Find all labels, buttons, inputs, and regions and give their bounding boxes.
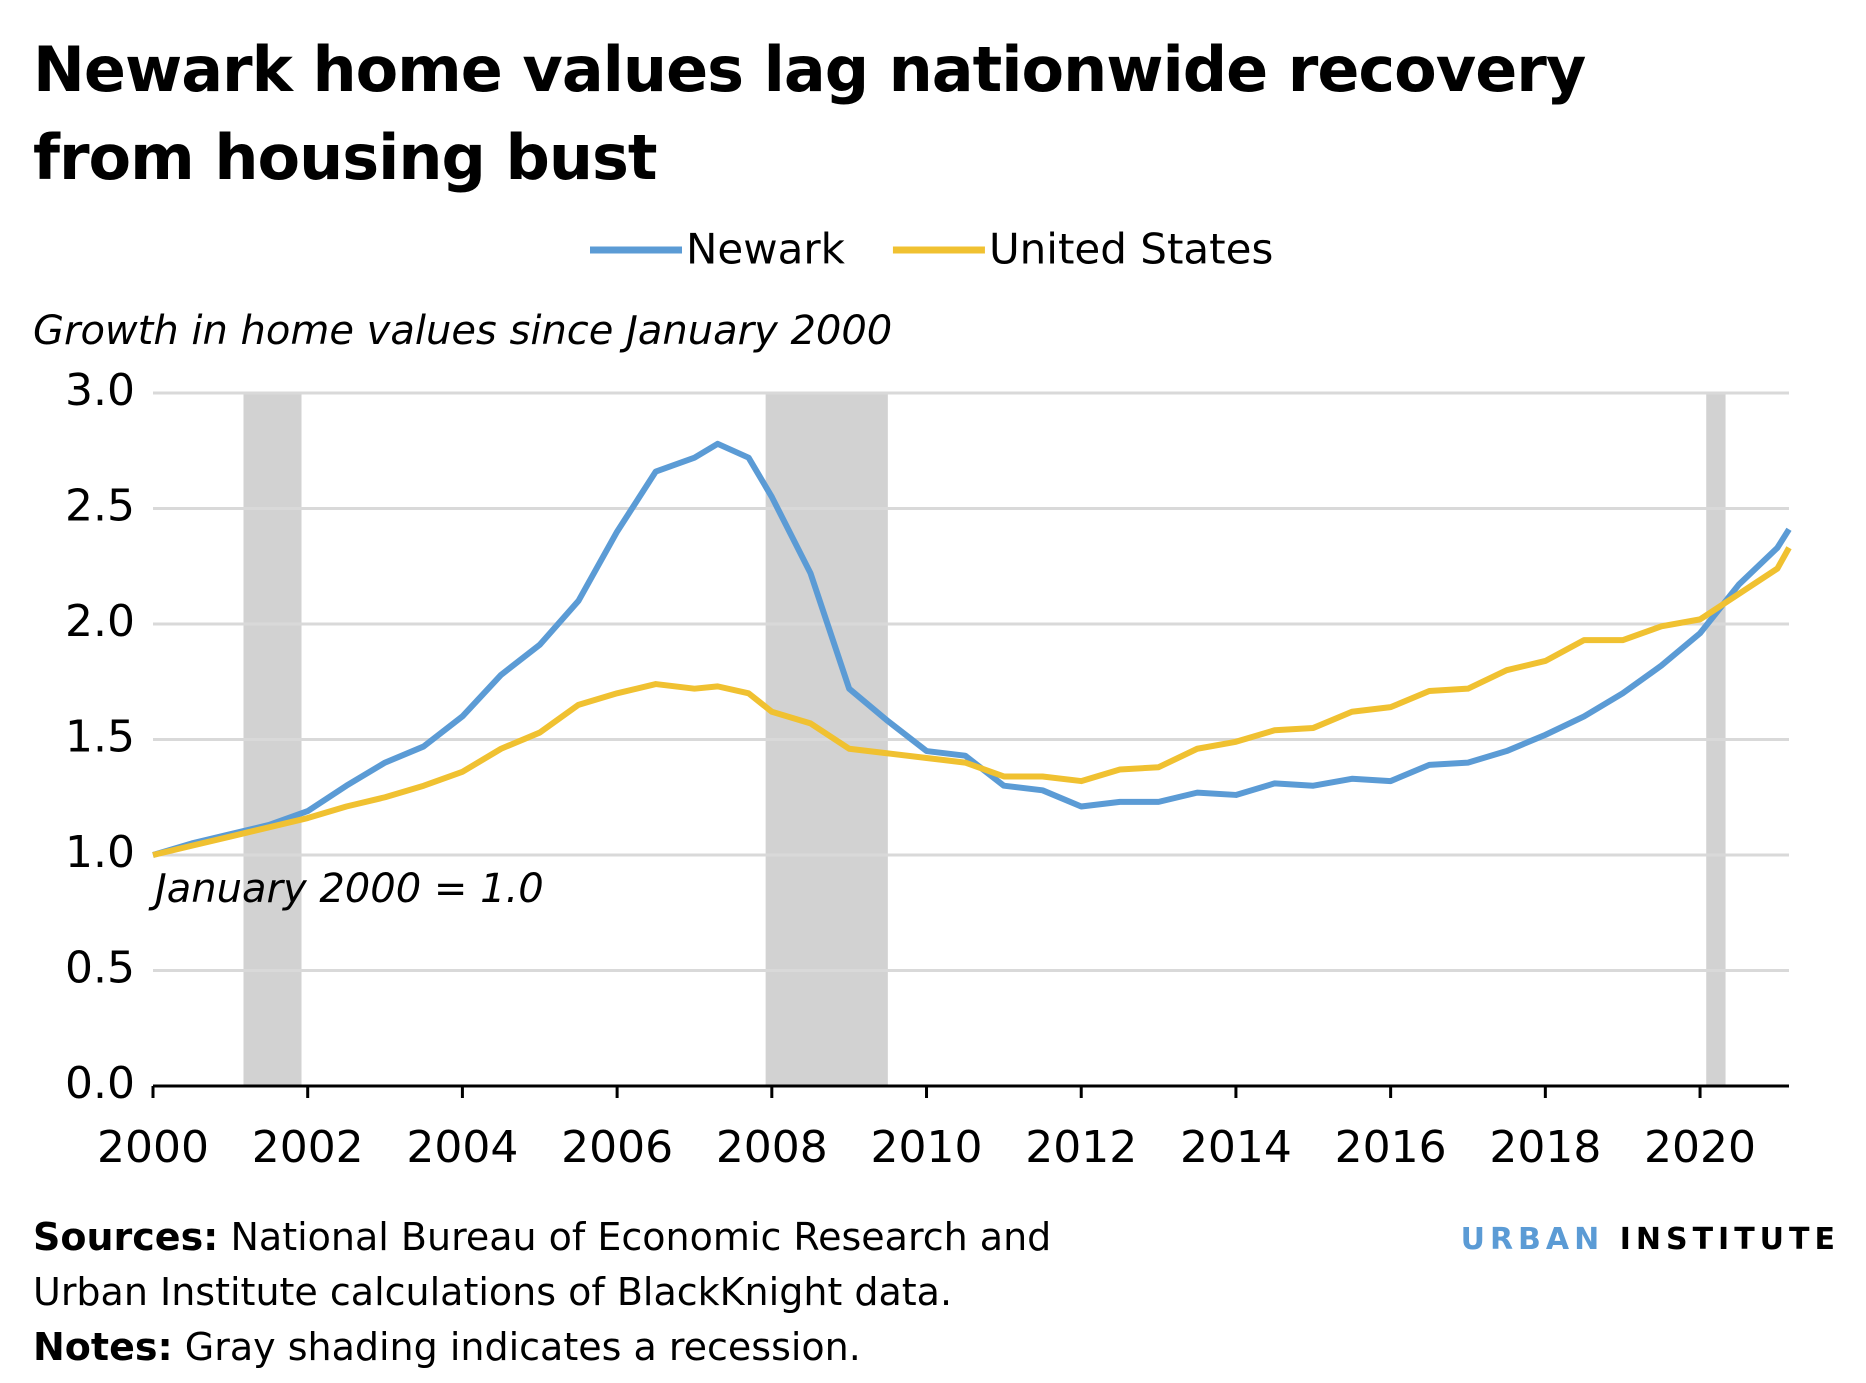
series-line — [152, 546, 1792, 858]
x-tick-label: 2008 — [716, 1122, 828, 1173]
x-tick-label: 2010 — [871, 1122, 983, 1173]
y-tick-label: 0.0 — [65, 1058, 135, 1109]
x-tick-label: 2018 — [1489, 1122, 1601, 1173]
x-tick-label: 2004 — [406, 1122, 518, 1173]
sources: National Bureau of Economic Research and… — [33, 1215, 1052, 1314]
notes: Gray shading indicates a recession. — [184, 1325, 861, 1369]
series-line — [152, 440, 1792, 858]
footer: Sources: National Bureau of Economic Res… — [33, 1210, 1133, 1375]
x-tick-label: 2012 — [1025, 1122, 1137, 1173]
y-tick-label: 0.5 — [65, 943, 135, 994]
x-tick-label: 2000 — [97, 1122, 209, 1173]
x-tick-label: 2014 — [1180, 1122, 1292, 1173]
y-tick-label: 1.0 — [65, 827, 135, 878]
logo-second: INSTITUTE — [1619, 1222, 1840, 1257]
legend-label: United States — [989, 225, 1273, 274]
notes-label: Notes: — [33, 1325, 173, 1369]
legend-label: Newark — [686, 225, 846, 274]
sources-label: Sources: — [33, 1215, 219, 1259]
annotation: January 2000 = 1.0 — [148, 866, 544, 912]
logo: URBAN INSTITUTE — [1461, 1222, 1840, 1257]
y-tick-label: 3.0 — [65, 365, 135, 416]
x-tick-label: 2006 — [561, 1122, 673, 1173]
y-tick-label: 2.0 — [65, 596, 135, 647]
y-tick-label: 2.5 — [65, 481, 135, 532]
chart-title: Newark home values lag nationwide recove… — [33, 33, 1586, 194]
y-axis-label: Growth in home values since January 2000 — [33, 308, 893, 354]
x-tick-label: 2002 — [252, 1122, 364, 1173]
y-tick-label: 1.5 — [65, 712, 135, 763]
logo-first: URBAN — [1460, 1222, 1605, 1257]
x-tick-label: 2020 — [1644, 1122, 1756, 1173]
x-tick-label: 2016 — [1335, 1122, 1447, 1173]
